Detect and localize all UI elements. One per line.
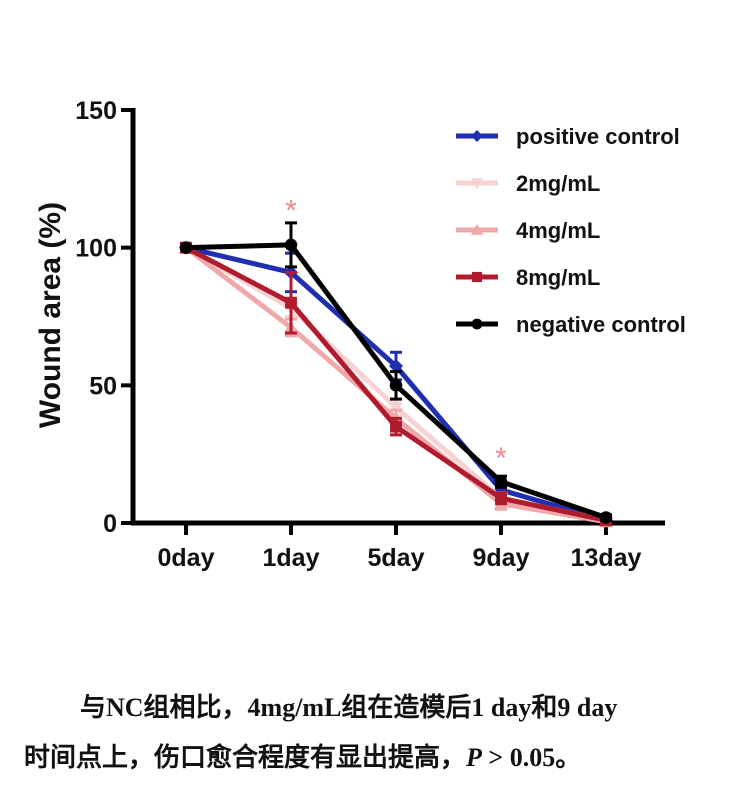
legend: positive control 2mg/mL 4mg/mL 8mg/mL negati… — [456, 124, 686, 337]
y-axis-label: Wound area (%) — [34, 202, 67, 428]
legend-item: 2mg/mL — [456, 171, 600, 196]
series-negative-control — [179, 221, 613, 524]
y-tick-label: 150 — [75, 97, 117, 125]
caption-line-1: 与NC组相比，4mg/mL组在造模后1 day和9 day — [80, 693, 618, 722]
data-point — [471, 224, 483, 235]
x-tick-label: 1day — [263, 544, 320, 572]
data-point — [471, 318, 483, 330]
data-point — [389, 401, 403, 415]
x-tick-label: 5day — [368, 544, 425, 572]
x-tick-label: 9day — [473, 544, 530, 572]
y-tick-label: 50 — [89, 372, 117, 400]
data-point — [179, 241, 193, 254]
series-layer — [179, 221, 613, 528]
annotations: ** — [285, 194, 507, 475]
significance-marker: * — [285, 194, 297, 227]
wound-area-chart: 0 50 100 150 0day 1day 5day 9day 13day Wound ar… — [34, 97, 686, 572]
legend-label: 4mg/mL — [516, 218, 600, 243]
data-point — [471, 130, 483, 142]
data-point — [389, 379, 403, 392]
x-ticks: 0day 1day 5day 9day 13day — [158, 523, 642, 572]
x-tick-label: 13day — [571, 544, 642, 572]
legend-label: positive control — [516, 124, 680, 149]
data-point — [599, 511, 613, 524]
data-point — [389, 359, 403, 374]
caption-line-2: 时间点上，伤口愈合程度有显出提高，P > 0.05。 — [24, 738, 724, 778]
caption-line-2-text: 时间点上，伤口愈合程度有显出提高， — [24, 743, 467, 772]
significance-marker: * — [495, 442, 507, 475]
legend-item: 8mg/mL — [456, 265, 600, 290]
data-point — [390, 420, 402, 433]
caption-line-2-suffix: > 0.05。 — [481, 743, 582, 772]
legend-item: positive control — [456, 124, 680, 149]
data-point — [285, 296, 297, 309]
data-point — [471, 178, 483, 189]
legend-label: 8mg/mL — [516, 265, 600, 290]
legend-label: 2mg/mL — [516, 171, 600, 196]
data-point — [471, 271, 483, 283]
data-point — [284, 238, 298, 252]
data-point — [495, 492, 507, 505]
y-ticks: 0 50 100 150 — [75, 97, 133, 538]
data-point — [494, 475, 508, 489]
legend-item: 4mg/mL — [456, 218, 600, 243]
y-tick-label: 100 — [75, 235, 117, 263]
legend-item: negative control — [456, 312, 686, 337]
legend-label: negative control — [516, 312, 686, 337]
x-tick-label: 0day — [158, 544, 215, 572]
y-tick-label: 0 — [103, 510, 117, 538]
caption-p-symbol: P — [466, 743, 482, 772]
